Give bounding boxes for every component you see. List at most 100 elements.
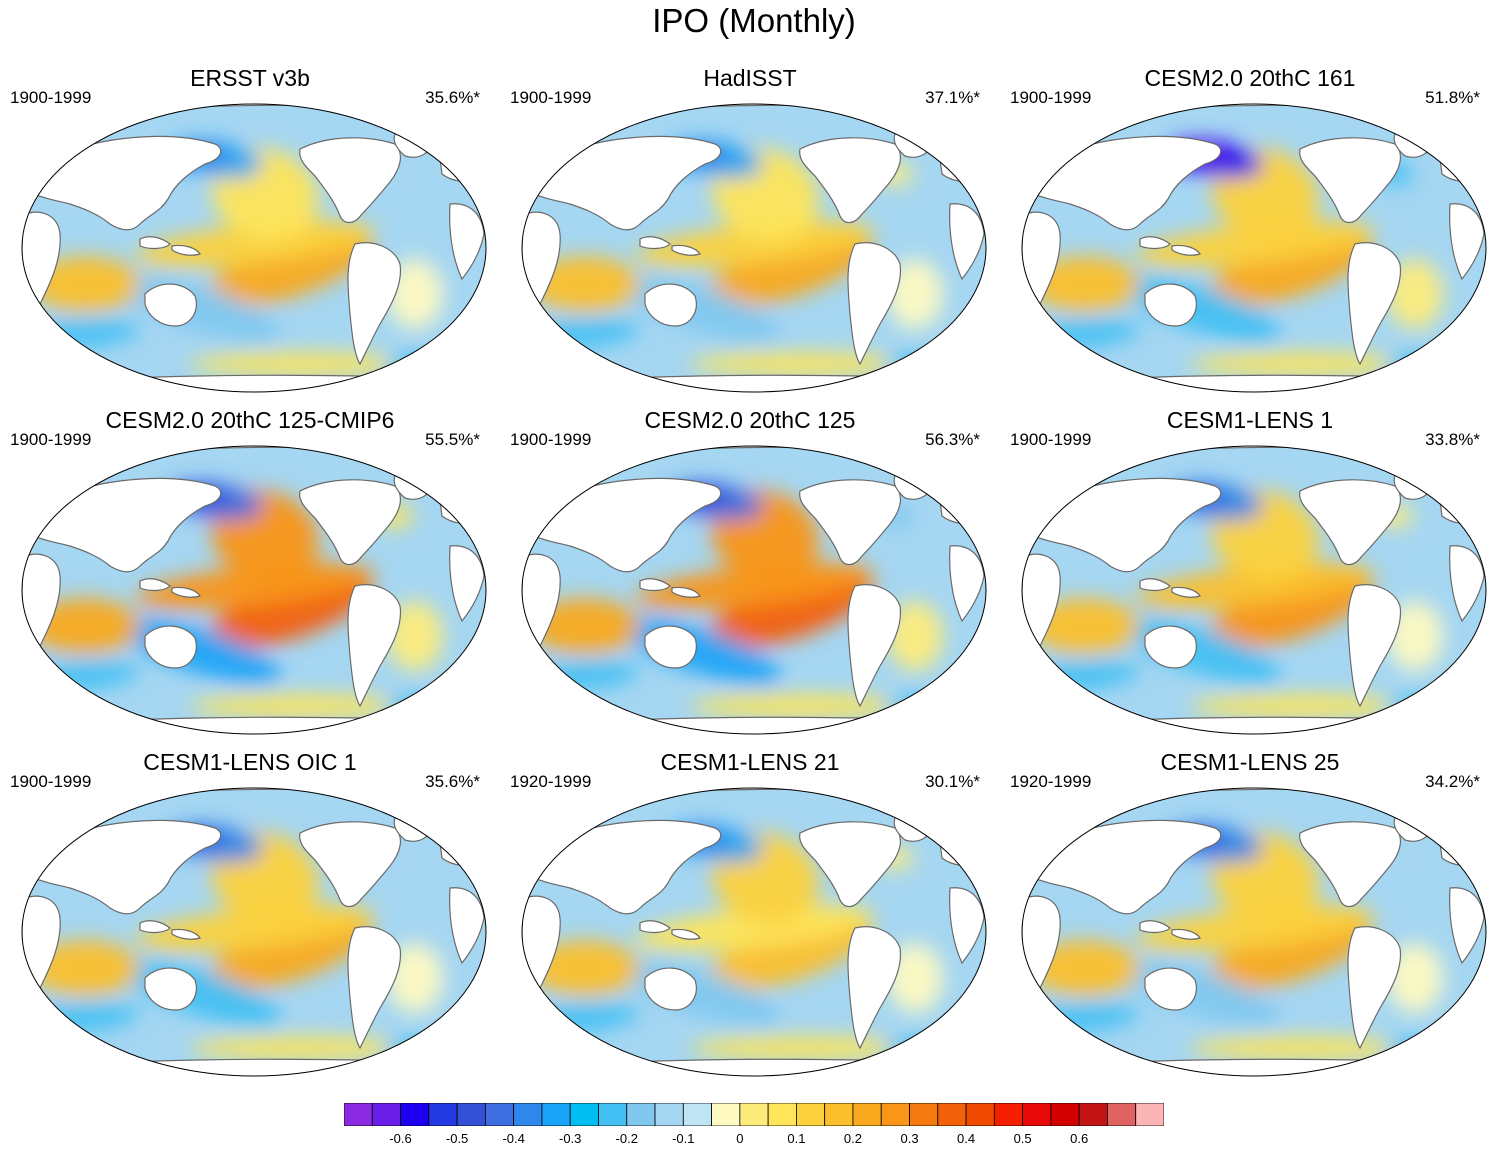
anomaly-region	[887, 259, 943, 329]
colorbar-swatch	[993, 1103, 1024, 1126]
panel-period: 1900-1999	[510, 88, 592, 107]
land-mass	[1299, 137, 1402, 224]
land-mass	[639, 236, 671, 250]
map-outline	[521, 103, 987, 393]
colorbar	[344, 1103, 1164, 1126]
land-mass	[1449, 887, 1485, 965]
panel-title: CESM2.0 20thC 125	[644, 407, 856, 433]
robinson-map	[521, 445, 987, 735]
panel-variance: 33.8%*	[1425, 430, 1480, 449]
robinson-map	[521, 103, 987, 393]
land-mass	[449, 887, 485, 965]
land-mass	[644, 625, 697, 669]
colorbar-tick-label: 0.1	[787, 1131, 806, 1146]
land-mass	[144, 283, 197, 327]
anomaly-region	[1135, 904, 1375, 952]
anomaly-region	[190, 352, 410, 376]
colorbar-swatch	[569, 1103, 599, 1126]
panel-period: 1920-1999	[510, 772, 592, 791]
land-mass	[171, 928, 201, 940]
map-panel: ERSST v3b 1900-1999 35.6%*	[0, 64, 500, 404]
map-panel: HadISST 1900-1999 37.1%*	[500, 64, 1000, 404]
map-panel: CESM2.0 20thC 125 1900-1999 56.3%*	[500, 406, 1000, 746]
land-mass	[847, 926, 902, 1050]
anomaly-region	[190, 1036, 410, 1060]
anomaly-region	[385, 354, 455, 374]
land-mass	[799, 821, 902, 908]
map-panel: CESM1-LENS OIC 1 1900-1999 35.6%*	[0, 748, 500, 1088]
anomaly-region	[1385, 354, 1455, 374]
land-mass	[559, 374, 971, 392]
land-mass	[671, 928, 701, 940]
colorbar-swatch	[767, 1103, 797, 1126]
anomaly-region	[1387, 259, 1443, 329]
map-outline	[1021, 103, 1487, 393]
land-mass	[59, 374, 471, 392]
land-mass	[799, 137, 902, 224]
map-outline	[21, 787, 487, 1077]
anomaly-region	[690, 1036, 910, 1060]
colorbar-tick-label: -0.1	[672, 1131, 695, 1146]
anomaly-region	[1387, 601, 1443, 671]
land-mass	[299, 137, 402, 224]
anomaly-region	[690, 694, 910, 718]
anomaly-region	[1030, 598, 1140, 654]
map-panel: CESM1-LENS 21 1920-1999 30.1%*	[500, 748, 1000, 1088]
panel-period: 1900-1999	[1010, 430, 1092, 449]
anomaly-region	[385, 1038, 455, 1058]
colorbar-swatch	[1135, 1103, 1164, 1126]
anomaly-region	[885, 354, 955, 374]
anomaly-region	[690, 352, 910, 376]
panel-title: HadISST	[703, 65, 797, 91]
land-mass	[949, 545, 985, 623]
panel-period: 1900-1999	[10, 88, 92, 107]
colorbar-swatch	[513, 1103, 543, 1126]
land-mass	[949, 887, 985, 965]
panel-title: CESM1-LENS OIC 1	[143, 749, 357, 775]
panel-period: 1900-1999	[10, 430, 92, 449]
map-outline	[1021, 445, 1487, 735]
anomaly-region	[190, 694, 410, 718]
panel-variance: 37.1%*	[925, 88, 980, 107]
land-mass	[639, 578, 671, 592]
colorbar-swatch	[456, 1103, 486, 1126]
colorbar-swatch	[371, 1103, 401, 1126]
anomaly-region	[885, 696, 955, 716]
land-mass	[644, 967, 697, 1011]
land-mass	[847, 584, 902, 708]
panel-period: 1900-1999	[1010, 88, 1092, 107]
colorbar-swatch	[1050, 1103, 1080, 1126]
anomaly-region	[135, 220, 375, 268]
land-mass	[1139, 578, 1171, 592]
land-mass	[671, 244, 701, 256]
anomaly-region	[885, 1038, 955, 1058]
panel-variance: 30.1%*	[925, 772, 980, 791]
colorbar-swatch	[682, 1103, 712, 1126]
land-mass	[59, 1058, 471, 1076]
robinson-map	[521, 787, 987, 1077]
panel-variance: 35.6%*	[425, 772, 480, 791]
panel-variance: 55.5%*	[425, 430, 480, 449]
map-panel: CESM1-LENS 25 1920-1999 34.2%*	[1000, 748, 1500, 1088]
panel-title: CESM1-LENS 21	[660, 749, 840, 775]
land-mass	[1139, 236, 1171, 250]
colorbar-swatch	[852, 1103, 882, 1126]
anomaly-region	[1385, 696, 1455, 716]
anomaly-region	[387, 259, 443, 329]
anomaly-region	[135, 562, 375, 610]
anomaly-region	[135, 904, 375, 952]
map-panel: CESM2.0 20thC 125-CMIP6 1900-1999 55.5%*	[0, 406, 500, 746]
map-outline	[21, 445, 487, 735]
anomaly-region	[1030, 256, 1140, 312]
panel-period: 1900-1999	[10, 772, 92, 791]
land-mass	[59, 716, 471, 734]
land-mass	[1144, 625, 1197, 669]
robinson-map	[21, 787, 487, 1077]
colorbar-tick-label: 0.2	[843, 1131, 862, 1146]
colorbar-swatch	[541, 1103, 571, 1126]
land-mass	[847, 242, 902, 366]
land-mass	[799, 479, 902, 566]
robinson-map	[1021, 787, 1487, 1077]
panel-title: CESM1-LENS 25	[1160, 749, 1340, 775]
anomaly-region	[1387, 943, 1443, 1013]
